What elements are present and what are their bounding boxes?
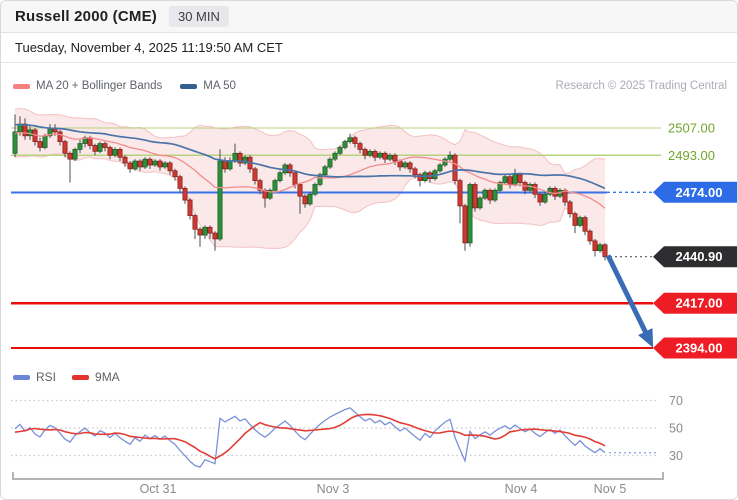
ma20-bollinger-swatch: [13, 83, 30, 89]
resistance-label-2507.00: 2507.00: [668, 121, 715, 136]
last-price-badge: 2440.90: [653, 246, 737, 268]
rsi-line: [14, 407, 606, 468]
svg-text:2394.00: 2394.00: [676, 341, 723, 356]
candlestick-chart: 2507.00 2493.00 2474.00 2440.90 2417.00 2394.…: [11, 107, 737, 359]
price-chart-region: MA 20 + Bollinger Bands MA 50 Research ©…: [1, 63, 737, 363]
axis-tick-nov-3: Nov 3: [317, 482, 350, 496]
axis-tick-nov-5: Nov 5: [594, 482, 627, 496]
candles: [12, 114, 608, 261]
time-axis-svg: Oct 31 Nov 3 Nov 4 Nov 5: [12, 472, 664, 496]
legend-9ma: 9MA: [72, 370, 120, 384]
rsi-scale-70: 70: [669, 394, 683, 408]
svg-text:2440.90: 2440.90: [676, 249, 723, 264]
timestamp-row: Tuesday, November 4, 2025 11:19:50 AM CE…: [1, 33, 737, 63]
axis-bracket: [12, 472, 664, 480]
axis-tick-oct-31: Oct 31: [140, 482, 177, 496]
ma50-swatch: [180, 83, 198, 89]
ma50-line: [14, 123, 606, 190]
bearish-forecast-arrow: [605, 254, 654, 348]
price-chart-legend: MA 20 + Bollinger Bands MA 50: [13, 80, 236, 92]
rsi-swatch: [13, 374, 30, 380]
rsi-label: RSI: [36, 370, 57, 384]
attribution-text: Research © 2025 Trading Central: [555, 80, 727, 92]
rsi-panel: RSI 9MA 70 50 30: [1, 363, 737, 471]
timeframe-badge: 30 MIN: [168, 6, 229, 27]
legend-ma20-bollinger: MA 20 + Bollinger Bands: [13, 80, 162, 92]
legend-ma50: MA 50: [180, 80, 236, 92]
ma20-line: [14, 131, 606, 209]
rsi-scale-30: 30: [669, 449, 683, 463]
time-axis: Oct 31 Nov 3 Nov 4 Nov 5: [1, 471, 737, 499]
pivot-badge: 2474.00: [653, 181, 737, 203]
support-badge-2417.00: 2417.00: [653, 292, 737, 314]
rsi-legend: RSI 9MA: [13, 370, 120, 384]
svg-text:2417.00: 2417.00: [676, 296, 723, 311]
rsi-chart: 70 50 30: [11, 394, 683, 468]
resistance-label-2493.00: 2493.00: [668, 148, 715, 163]
bollinger-band: [14, 107, 606, 258]
9ma-swatch: [72, 374, 90, 380]
rsi-9ma-line: [14, 413, 606, 460]
support-badge-2394.00: 2394.00: [653, 337, 737, 359]
9ma-label: 9MA: [95, 370, 120, 384]
timestamp-text: Tuesday, November 4, 2025 11:19:50 AM CE…: [15, 40, 283, 55]
instrument-title: Russell 2000 (CME): [15, 8, 157, 25]
rsi-scale-50: 50: [669, 422, 683, 436]
svg-text:2474.00: 2474.00: [676, 185, 723, 200]
axis-tick-nov-4: Nov 4: [505, 482, 538, 496]
ma20-bollinger-label: MA 20 + Bollinger Bands: [36, 80, 163, 92]
ma50-label: MA 50: [203, 80, 236, 92]
titlebar: Russell 2000 (CME) 30 MIN: [1, 1, 737, 33]
legend-rsi-line: RSI: [13, 370, 56, 384]
